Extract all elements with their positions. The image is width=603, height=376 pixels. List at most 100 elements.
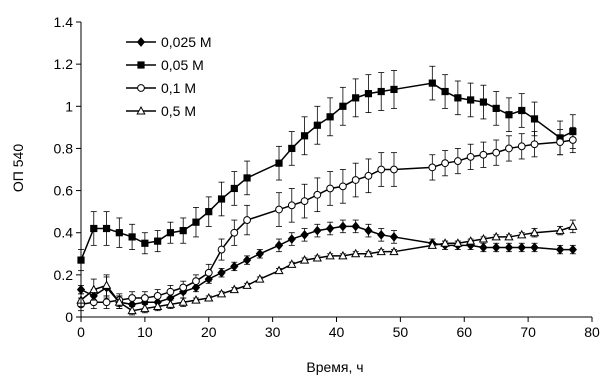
data-point [326, 184, 335, 193]
data-point [568, 244, 577, 255]
data-point [441, 159, 449, 168]
data-point [568, 221, 578, 230]
data-point [556, 138, 564, 147]
data-point [517, 142, 526, 151]
data-point [491, 231, 501, 241]
data-point [191, 295, 201, 304]
data-point [453, 157, 462, 165]
y-tick-label: 1.2 [54, 56, 74, 72]
x-tick-label: 40 [329, 324, 345, 340]
data-point [504, 242, 514, 253]
data-point [287, 234, 296, 244]
data-point [555, 225, 565, 235]
legend-label: 0,1 М [161, 80, 196, 96]
data-point [479, 98, 488, 106]
data-point [389, 232, 399, 242]
legend-item-3: 0,5 М [126, 103, 196, 119]
data-point [300, 197, 309, 206]
y-tick-label: 1.4 [54, 14, 74, 30]
data-point [101, 280, 112, 289]
data-point [141, 239, 149, 247]
data-point [530, 115, 539, 123]
data-point [529, 227, 540, 237]
y-tick-label: 0.6 [54, 183, 74, 199]
x-tick-label: 10 [137, 324, 153, 340]
legend: 0,025 М 0,05 М 0,1 М 0,5 М [126, 34, 212, 119]
legend-marker [137, 61, 145, 69]
data-point [153, 292, 162, 300]
data-point [377, 165, 386, 174]
data-point [230, 228, 239, 237]
data-point [242, 280, 252, 289]
data-point [217, 267, 226, 278]
data-point [178, 297, 188, 306]
data-point [204, 268, 213, 277]
data-point [339, 102, 347, 110]
data-point [313, 190, 322, 199]
data-point [255, 274, 265, 283]
data-point [428, 79, 436, 87]
data-point [454, 94, 462, 102]
data-point [165, 299, 176, 308]
data-point [465, 236, 476, 245]
y-tick-label: 0 [65, 309, 73, 325]
data-point [517, 242, 526, 253]
data-point [555, 244, 565, 255]
data-point [300, 230, 309, 240]
data-point [217, 195, 226, 203]
y-tick-label: 1 [65, 98, 73, 114]
data-point [338, 250, 348, 260]
data-point [255, 248, 264, 259]
legend-marker [137, 84, 145, 92]
data-point [325, 223, 335, 234]
legend-item-2: 0,1 М [126, 80, 196, 96]
data-point [467, 96, 475, 104]
plot-area [76, 65, 578, 316]
data-point [127, 305, 137, 315]
x-tick-label: 50 [393, 324, 409, 340]
x-tick-label: 30 [265, 324, 281, 340]
data-point [229, 284, 239, 294]
data-point [313, 225, 322, 236]
legend-marker [136, 37, 146, 47]
series-line [80, 139, 573, 306]
data-point [479, 242, 488, 253]
data-point [275, 205, 283, 214]
data-point [300, 132, 309, 140]
data-point [128, 294, 137, 302]
data-point [275, 159, 283, 167]
data-point [242, 255, 252, 265]
data-point [441, 87, 449, 96]
data-point [274, 240, 284, 251]
data-point [364, 171, 373, 180]
data-point [166, 287, 175, 296]
data-point [530, 140, 539, 149]
data-point [243, 174, 251, 182]
data-point [364, 225, 373, 236]
legend-marker [136, 105, 146, 115]
data-point [299, 255, 310, 264]
data-point [288, 144, 296, 153]
data-point [453, 238, 463, 247]
y-tick-label: 0.8 [54, 140, 74, 156]
data-point [478, 233, 489, 243]
data-point [505, 144, 513, 153]
data-point [326, 113, 334, 121]
data-point [90, 224, 98, 233]
data-point [389, 246, 399, 256]
data-point [287, 259, 297, 268]
data-point [377, 230, 386, 240]
legend-item-1: 0,05 М [126, 57, 204, 73]
data-point [364, 90, 373, 98]
data-point [504, 231, 514, 241]
data-point [351, 248, 361, 258]
data-point [204, 292, 214, 302]
data-point [217, 245, 226, 254]
data-point [313, 121, 321, 129]
data-point [376, 246, 386, 256]
legend-item-0: 0,025 М [126, 34, 212, 50]
data-point [102, 224, 111, 233]
data-point [243, 216, 251, 224]
x-tick-label: 80 [584, 324, 600, 340]
data-point [351, 221, 360, 232]
